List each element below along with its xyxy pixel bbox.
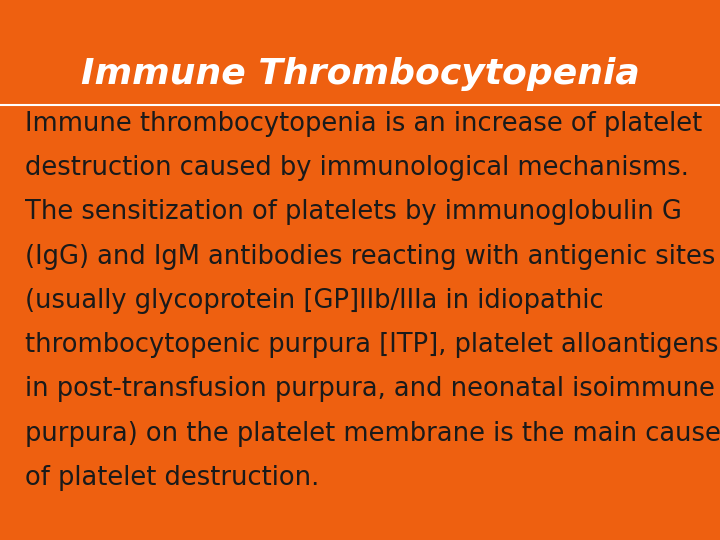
Text: The sensitization of platelets by immunoglobulin G: The sensitization of platelets by immuno…: [25, 199, 682, 225]
Text: thrombocytopenic purpura [ITP], platelet alloantigens: thrombocytopenic purpura [ITP], platelet…: [25, 332, 719, 358]
Text: (usually glycoprotein [GP]IIb/IIIa in idiopathic: (usually glycoprotein [GP]IIb/IIIa in id…: [25, 288, 604, 314]
Text: Immune thrombocytopenia is an increase of platelet: Immune thrombocytopenia is an increase o…: [25, 111, 703, 137]
Text: (IgG) and IgM antibodies reacting with antigenic sites: (IgG) and IgM antibodies reacting with a…: [25, 244, 716, 269]
Text: Immune Thrombocytopenia: Immune Thrombocytopenia: [81, 57, 639, 91]
Text: in post-transfusion purpura, and neonatal isoimmune: in post-transfusion purpura, and neonata…: [25, 376, 715, 402]
Text: purpura) on the platelet membrane is the main cause: purpura) on the platelet membrane is the…: [25, 421, 720, 447]
Text: destruction caused by immunological mechanisms.: destruction caused by immunological mech…: [25, 155, 689, 181]
Text: of platelet destruction.: of platelet destruction.: [25, 465, 320, 491]
